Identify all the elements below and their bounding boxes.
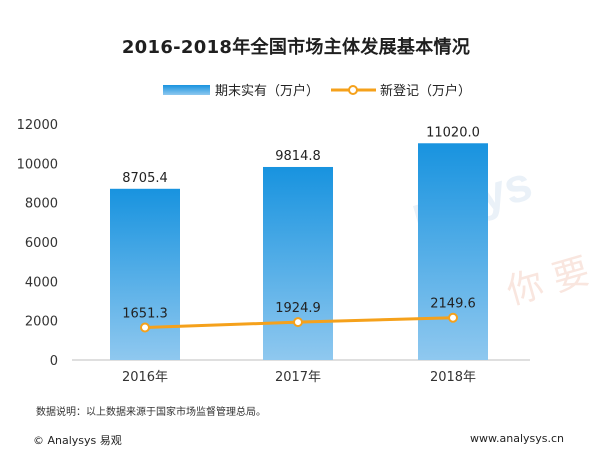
y-tick-label: 4000 [25, 275, 58, 290]
line-value-label: 2149.6 [430, 297, 476, 312]
legend-label-bar: 期末实有（万户） [215, 83, 319, 99]
chart-canvas: 期末实有（万户） 新登记（万户） 0 2000 4000 6000 8000 10000 12… [17, 83, 530, 385]
data-source-note: 数据说明：以上数据来源于国家市场监督管理总局。 [36, 407, 266, 418]
line-point [448, 312, 458, 323]
line-value-label: 1924.9 [275, 301, 321, 316]
legend-swatch-bar [163, 85, 210, 95]
x-tick-label: 2017年 [275, 370, 321, 385]
legend-marker-line [348, 85, 358, 95]
y-tick-label: 6000 [25, 236, 58, 251]
y-axis: 0 2000 4000 6000 8000 10000 12000 [17, 118, 58, 369]
line-point [293, 317, 303, 328]
bar [263, 166, 333, 360]
y-tick-label: 8000 [25, 197, 58, 212]
x-tick-label: 2018年 [430, 370, 476, 385]
bar [418, 143, 488, 360]
bar [110, 188, 180, 360]
legend-label-line: 新登记（万户） [380, 83, 471, 99]
x-tick-label: 2016年 [122, 370, 168, 385]
line-series: 1651.3 1924.9 2149.6 [122, 297, 476, 333]
chart-title: 2016-2018年全国市场主体发展基本情况 [121, 37, 471, 58]
bar-value-label: 8705.4 [122, 171, 168, 186]
y-tick-label: 2000 [25, 315, 58, 330]
y-tick-label: 12000 [17, 118, 58, 133]
bar-value-label: 11020.0 [426, 125, 480, 140]
x-axis: 2016年 2017年 2018年 [72, 359, 530, 385]
bar-value-label: 9814.8 [275, 149, 321, 164]
line-point [140, 322, 150, 333]
chart-legend: 期末实有（万户） 新登记（万户） [163, 83, 471, 99]
website-url: www.analysys.cn [470, 432, 564, 445]
y-tick-label: 10000 [17, 157, 58, 172]
y-tick-label: 0 [50, 354, 58, 369]
copyright-text: © Analysys 易观 [33, 434, 122, 447]
line-value-label: 1651.3 [122, 307, 168, 322]
